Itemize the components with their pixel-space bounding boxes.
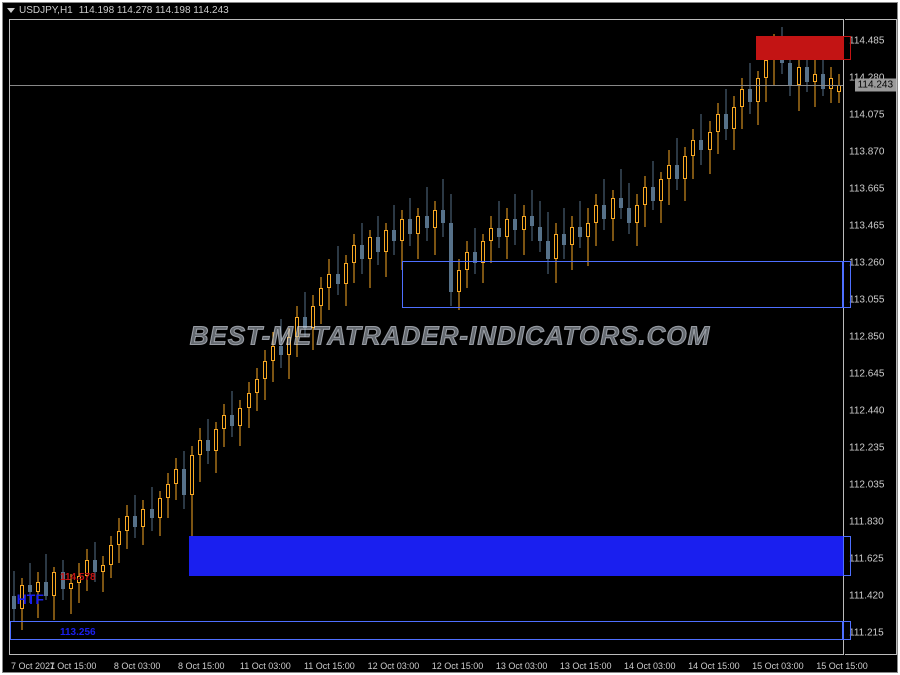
x-tick-label: 14 Oct 15:00 xyxy=(688,661,740,671)
y-tick-label: 113.465 xyxy=(849,220,884,231)
candlestick xyxy=(28,20,32,654)
symbol-label: USDJPY,H1 xyxy=(19,5,73,16)
demand-zone xyxy=(10,621,843,639)
candlestick xyxy=(125,20,129,654)
y-tick-label: 111.215 xyxy=(849,628,884,639)
x-tick-label: 13 Oct 03:00 xyxy=(496,661,548,671)
chart-plot-area[interactable]: HTF 114.578 113.256 xyxy=(9,19,844,655)
y-tick-label: 114.485 xyxy=(849,35,884,46)
x-tick-label: 11 Oct 03:00 xyxy=(240,661,291,671)
candlestick xyxy=(158,20,162,654)
x-tick-label: 7 Oct 15:00 xyxy=(50,661,97,671)
y-tick-label: 112.850 xyxy=(849,332,884,343)
ohlc-label: 114.198 114.278 114.198 114.243 xyxy=(79,5,229,16)
y-tick-label: 112.235 xyxy=(849,443,884,454)
candlestick xyxy=(69,20,73,654)
demand-zone xyxy=(402,261,843,308)
candlestick xyxy=(61,20,65,654)
x-tick-label: 15 Oct 15:00 xyxy=(816,661,868,671)
candlestick xyxy=(52,20,56,654)
candlestick xyxy=(117,20,121,654)
price-tag-label: 114.578 xyxy=(60,572,96,583)
candlestick xyxy=(150,20,154,654)
chart-window[interactable]: USDJPY,H1 114.198 114.278 114.198 114.24… xyxy=(2,2,898,673)
x-tick-label: 15 Oct 03:00 xyxy=(752,661,804,671)
time-axis: 7 Oct 20217 Oct 15:00 8 Oct 03:00 8 Oct 15… xyxy=(9,656,844,672)
x-tick-label: 13 Oct 15:00 xyxy=(560,661,612,671)
y-tick-label: 114.075 xyxy=(849,110,884,121)
zone-marker xyxy=(843,261,851,308)
price-axis: 114.485114.280114.075113.870113.665113.4… xyxy=(845,19,897,655)
x-tick-label: 7 Oct 2021 xyxy=(11,661,55,671)
demand-zone xyxy=(189,536,843,576)
x-tick-label: 8 Oct 15:00 xyxy=(178,661,225,671)
zone-marker xyxy=(843,36,851,60)
x-tick-label: 12 Oct 03:00 xyxy=(368,661,420,671)
y-tick-label: 113.665 xyxy=(849,184,884,195)
chart-header: USDJPY,H1 114.198 114.278 114.198 114.24… xyxy=(3,3,897,17)
candlestick xyxy=(182,20,186,654)
y-tick-label: 113.055 xyxy=(849,294,884,305)
y-tick-label: 113.260 xyxy=(849,257,884,268)
y-tick-label: 112.440 xyxy=(849,406,884,417)
y-tick-label: 111.420 xyxy=(849,591,884,602)
candlestick xyxy=(109,20,113,654)
candlestick xyxy=(36,20,40,654)
y-tick-label: 111.830 xyxy=(849,516,884,527)
current-price-label: 114.243 xyxy=(855,78,896,91)
candlestick xyxy=(93,20,97,654)
y-tick-label: 113.870 xyxy=(849,147,884,158)
x-tick-label: 11 Oct 15:00 xyxy=(304,661,355,671)
candlestick xyxy=(133,20,137,654)
candlestick xyxy=(77,20,81,654)
x-tick-label: 14 Oct 03:00 xyxy=(624,661,676,671)
y-tick-label: 112.035 xyxy=(849,479,884,490)
zone-marker xyxy=(843,536,851,576)
current-price-line xyxy=(10,85,843,86)
y-tick-label: 112.645 xyxy=(849,369,884,380)
candlestick xyxy=(174,20,178,654)
candlestick xyxy=(166,20,170,654)
x-tick-label: 8 Oct 03:00 xyxy=(114,661,161,671)
candlestick xyxy=(12,20,16,654)
candlestick xyxy=(20,20,24,654)
candlestick xyxy=(101,20,105,654)
x-tick-label: 12 Oct 15:00 xyxy=(432,661,484,671)
y-tick-label: 111.625 xyxy=(849,553,884,564)
price-tag-label: 113.256 xyxy=(60,627,96,638)
dropdown-icon[interactable] xyxy=(7,8,15,13)
htf-label: HTF xyxy=(17,591,44,607)
candlestick xyxy=(85,20,89,654)
zone-marker xyxy=(843,621,851,639)
supply-zone xyxy=(756,36,843,60)
candlestick xyxy=(141,20,145,654)
candlestick xyxy=(44,20,48,654)
